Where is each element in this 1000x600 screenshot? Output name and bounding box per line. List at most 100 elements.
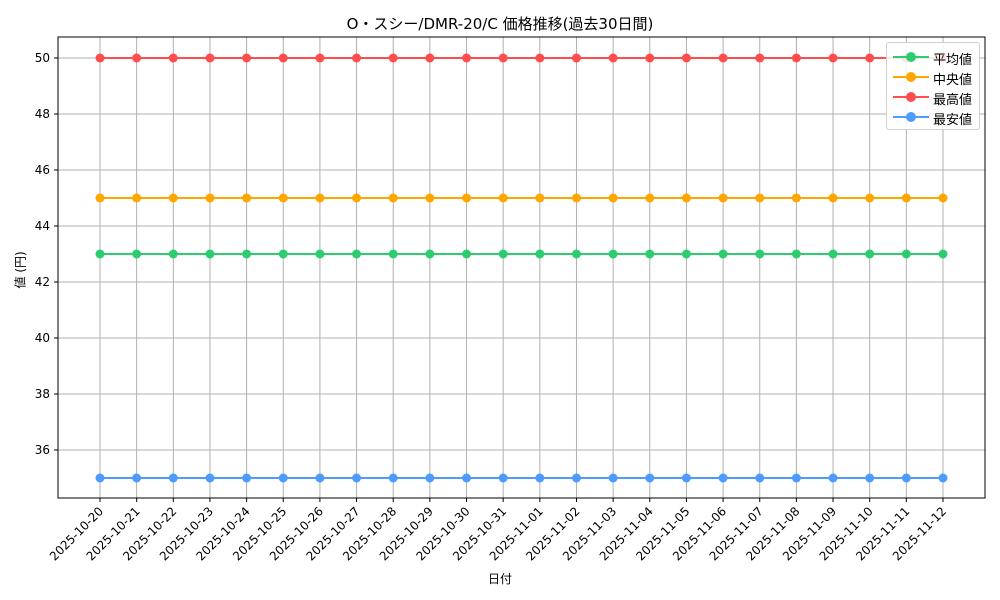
data-point [608,473,618,483]
legend-label: 平均値 [933,53,973,68]
legend-marker-icon [906,72,916,82]
data-point [498,249,508,259]
data-point [681,53,691,63]
y-tick-label: 42 [35,275,50,289]
data-point [901,193,911,203]
data-point [352,473,362,483]
data-point [498,193,508,203]
data-point [535,249,545,259]
data-point [938,473,948,483]
legend-label: 最安値 [933,113,973,128]
data-point [352,249,362,259]
y-tick-label: 46 [35,163,50,177]
data-point [132,249,142,259]
y-tick-label: 50 [35,51,50,65]
legend-marker-icon [906,112,916,122]
data-point [718,473,728,483]
data-point [315,53,325,63]
data-point [791,473,801,483]
legend-marker-icon [906,52,916,62]
data-point [95,53,105,63]
y-tick-label: 44 [35,219,50,233]
data-point [278,193,288,203]
data-point [865,249,875,259]
data-point [645,53,655,63]
data-point [242,473,252,483]
data-point [828,473,838,483]
data-point [645,193,655,203]
data-point [388,473,398,483]
data-point [571,249,581,259]
y-tick-label: 48 [35,107,50,121]
data-point [205,473,215,483]
data-point [938,249,948,259]
data-point [681,193,691,203]
data-point [865,193,875,203]
legend-item: 中央値 [887,67,979,88]
data-point [901,473,911,483]
data-point [755,193,765,203]
data-point [315,249,325,259]
data-point [608,53,618,63]
data-point [242,53,252,63]
data-point [718,53,728,63]
data-point [791,53,801,63]
data-point [132,193,142,203]
data-point [828,193,838,203]
data-point [718,249,728,259]
data-point [168,53,178,63]
data-point [388,193,398,203]
data-point [242,193,252,203]
data-point [828,53,838,63]
data-point [498,473,508,483]
plot-frame [57,36,986,499]
data-point [608,249,618,259]
data-point [535,473,545,483]
data-point [681,473,691,483]
legend-item: 最安値 [887,107,979,128]
x-axis-label: 日付 [487,572,512,586]
data-point [755,53,765,63]
data-point [315,193,325,203]
data-point [791,193,801,203]
data-point [755,249,765,259]
data-point [571,193,581,203]
data-point [791,249,801,259]
data-point [95,473,105,483]
data-point [242,249,252,259]
data-point [168,193,178,203]
data-point [425,249,435,259]
data-point [755,473,765,483]
legend-label: 最高値 [933,93,973,108]
data-point [278,53,288,63]
data-point [352,193,362,203]
data-point [205,53,215,63]
data-point [865,53,875,63]
data-point [462,473,472,483]
legend-item: 最高値 [887,87,979,108]
data-point [205,249,215,259]
data-point [718,193,728,203]
data-point [645,473,655,483]
data-point [828,249,838,259]
data-point [388,53,398,63]
y-tick-label: 38 [35,387,50,401]
legend-label: 中央値 [933,73,973,88]
data-point [168,473,178,483]
data-point [865,473,875,483]
data-point [938,193,948,203]
data-point [425,53,435,63]
data-point [278,249,288,259]
data-point [571,53,581,63]
data-point [681,249,691,259]
data-point [132,473,142,483]
data-point [132,53,142,63]
data-point [901,249,911,259]
chart-title: O・スシー/DMR-20/C 価格推移(過去30日間) [346,15,654,33]
data-point [168,249,178,259]
data-point [352,53,362,63]
data-point [315,473,325,483]
data-point [462,193,472,203]
legend: 平均値中央値最高値最安値 [886,42,980,130]
